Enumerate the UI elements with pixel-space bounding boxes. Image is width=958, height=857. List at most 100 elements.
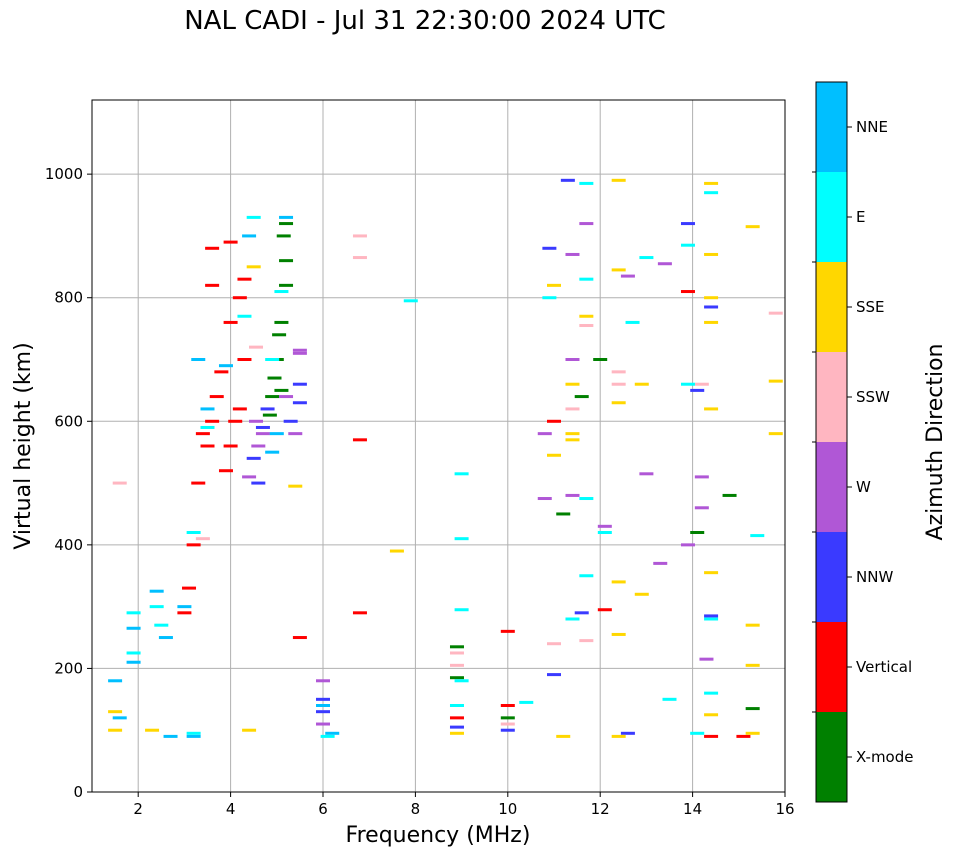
point-nne [186,734,201,738]
point-nnw [542,246,557,250]
point-e [403,299,418,303]
point-vertical [228,419,243,423]
point-e [454,679,469,683]
point-w [288,432,303,436]
point-nnw [283,419,298,423]
point-nne [108,679,123,683]
point-vertical [736,734,751,738]
y-axis-ticks: 0 200 400 600 800 1000 [45,165,92,801]
point-w [579,222,594,226]
point-vertical [195,432,210,436]
point-nne [149,589,164,593]
point-x-mode [267,376,282,380]
y-tick-label: 1000 [45,165,83,183]
point-e [454,537,469,541]
point-w [657,262,672,266]
point-ssw [579,324,594,328]
point-ssw [579,639,594,643]
point-w [251,444,266,448]
y-axis-label: Virtual height (km) [11,342,36,549]
point-e [454,608,469,612]
point-nne [218,364,233,368]
point-w [316,679,330,683]
point-w [639,472,654,476]
point-vertical [352,611,367,615]
colorbar: X-mode Vertical NNW W SSW SSE E NNE [812,81,913,803]
point-vertical [597,608,612,612]
point-vertical [218,469,233,473]
point-w [255,432,270,436]
point-e [704,617,719,621]
point-ssw [112,481,127,485]
point-x-mode [276,234,291,238]
point-sse [565,438,580,442]
x-tick-label: 8 [411,800,421,818]
colorbar-tick-label: NNE [856,118,888,136]
point-vertical [292,636,307,640]
point-nnw [500,728,515,732]
point-x-mode [265,395,280,399]
point-vertical [191,481,206,485]
point-sse [704,407,719,411]
y-tick-label: 400 [54,536,83,554]
point-vertical [232,407,247,411]
point-e [246,215,261,219]
point-e [680,382,695,386]
point-e [154,623,169,627]
point-vertical [182,586,197,590]
point-nne [126,626,141,630]
point-e [519,700,534,704]
point-vertical [232,296,247,300]
point-sse [611,580,626,584]
point-ssw [449,651,464,655]
colorbar-segment [816,712,847,802]
point-nnw [316,697,330,701]
colorbar-segment [816,172,847,262]
point-ssw [565,407,580,411]
point-x-mode [274,320,289,324]
point-nnw [316,710,330,714]
point-sse [389,549,404,553]
point-sse [745,731,760,735]
point-vertical [186,543,201,547]
point-sse [634,382,649,386]
point-sse [547,283,561,287]
point-ssw [249,345,264,349]
point-sse [288,484,303,488]
plot-frame [91,99,786,793]
point-nnw [246,456,261,460]
point-nne [200,407,215,411]
point-x-mode [593,358,608,361]
point-nnw [292,382,307,386]
point-nnw [690,388,705,392]
point-w [653,561,668,565]
x-tick-label: 10 [498,800,517,818]
point-nne [126,660,141,664]
point-e [186,731,201,735]
point-e [274,290,289,294]
colorbar-frame [815,81,848,803]
point-sse [704,252,719,256]
colorbar-segment [816,442,847,532]
point-e [579,574,594,578]
point-x-mode [272,333,287,337]
x-tick-label: 16 [775,800,794,818]
point-e [597,531,612,534]
colorbar-segment [816,82,847,172]
point-e [265,358,280,361]
point-ssw [611,370,626,374]
point-vertical [352,438,367,442]
point-e [704,191,719,195]
point-vertical [680,290,695,294]
point-vertical [214,370,229,374]
x-tick-label: 12 [591,800,610,818]
point-nnw [449,725,464,729]
point-e [454,472,469,476]
colorbar-segment [816,622,847,712]
point-e [449,704,464,707]
x-axis-label: Frequency (MHz) [346,823,531,848]
point-nne [112,716,127,720]
point-sse [565,432,580,436]
point-x-mode [574,395,589,399]
data-marks [108,178,783,738]
